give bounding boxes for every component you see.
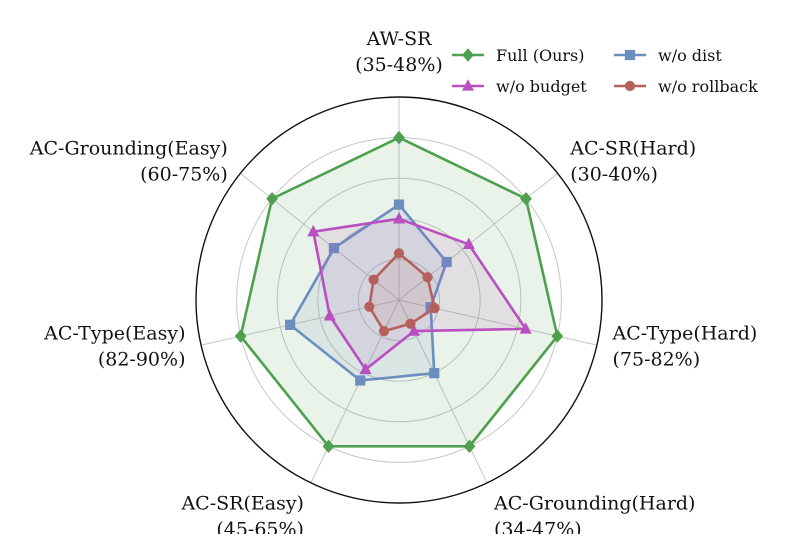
- data-point: [364, 301, 375, 312]
- data-point: [307, 224, 320, 237]
- data-point: [266, 192, 278, 206]
- axis-range: (35-48%): [355, 54, 443, 76]
- legend-item-4: w/o rollback: [614, 77, 758, 96]
- series-4: [364, 248, 440, 337]
- axis-label-3: AC-Type(Hard) (75-82%): [612, 323, 758, 371]
- data-point: [322, 439, 335, 454]
- axis-name: AC-Type(Hard): [612, 323, 758, 345]
- axis-range: (34-47%): [494, 518, 582, 534]
- legend-marker: [624, 80, 636, 92]
- axis-range: (60-75%): [140, 163, 228, 185]
- data-point: [429, 368, 440, 379]
- data-point: [328, 243, 340, 254]
- data-point: [551, 329, 564, 343]
- data-point: [429, 303, 440, 314]
- legend-marker: [462, 48, 474, 62]
- axis-label-1: AW-SR (35-48%): [355, 28, 443, 76]
- legend-marker: [461, 79, 475, 91]
- series-1: [234, 130, 564, 454]
- data-point: [407, 324, 421, 336]
- data-point: [519, 322, 532, 334]
- data-point: [463, 439, 476, 454]
- data-point: [234, 329, 247, 343]
- outer-frame: [195, 96, 603, 504]
- legend-item-2: w/o dist: [614, 46, 722, 65]
- data-point: [393, 248, 405, 259]
- axis-range: (45-65%): [216, 518, 304, 534]
- series-layer: [234, 130, 564, 454]
- data-point: [285, 319, 296, 330]
- legend-label: w/o rollback: [658, 77, 758, 96]
- axis-range: (30-40%): [570, 163, 658, 185]
- data-point: [355, 375, 366, 386]
- data-point: [405, 318, 416, 329]
- axis-name: AW-SR: [366, 28, 433, 50]
- axis-name: AC-SR(Easy): [180, 492, 304, 514]
- axis-label-6: AC-Type(Easy) (82-90%): [43, 323, 185, 371]
- axis-name: AC-Grounding(Easy): [29, 137, 228, 159]
- data-point: [422, 272, 433, 283]
- axis-label-7: AC-Grounding(Easy) (60-75%): [29, 137, 228, 185]
- legend-label: w/o budget: [496, 77, 587, 96]
- data-point: [359, 362, 372, 375]
- legend: Full (Ours) w/o dist w/o budget w/o rollbac…: [452, 46, 758, 96]
- axis-label-2: AC-SR(Hard) (30-40%): [569, 137, 696, 185]
- axis-range: (75-82%): [613, 349, 701, 371]
- series-polygon: [239, 136, 559, 448]
- data-point: [323, 309, 336, 321]
- legend-item-3: w/o budget: [452, 77, 587, 96]
- series-3: [307, 212, 532, 375]
- axis-name: AC-Grounding(Hard): [493, 492, 695, 514]
- data-point: [393, 130, 405, 145]
- data-point: [378, 325, 390, 337]
- axis-name: AC-Type(Easy): [43, 323, 185, 345]
- axis-label-5: AC-SR(Easy) (45-65%): [180, 492, 304, 538]
- legend-label: w/o dist: [658, 46, 722, 65]
- legend-label: Full (Ours): [496, 46, 585, 65]
- legend-marker: [624, 49, 636, 61]
- axis-labels: AW-SR (35-48%) AC-SR(Hard) (30-40%) AC-Type(…: [29, 28, 758, 538]
- axis-range: (82-90%): [98, 349, 186, 371]
- data-point: [462, 237, 475, 249]
- grid-layer: [195, 96, 603, 504]
- data-point: [393, 199, 405, 210]
- data-point: [368, 274, 379, 285]
- data-point: [392, 212, 406, 224]
- legend-item-1: Full (Ours): [452, 46, 585, 65]
- axis-name: AC-SR(Hard): [569, 137, 696, 159]
- axis-label-4: AC-Grounding(Hard) (34-47%): [493, 492, 695, 538]
- series-polygon: [311, 217, 529, 372]
- data-point: [520, 192, 532, 206]
- data-point: [441, 256, 452, 268]
